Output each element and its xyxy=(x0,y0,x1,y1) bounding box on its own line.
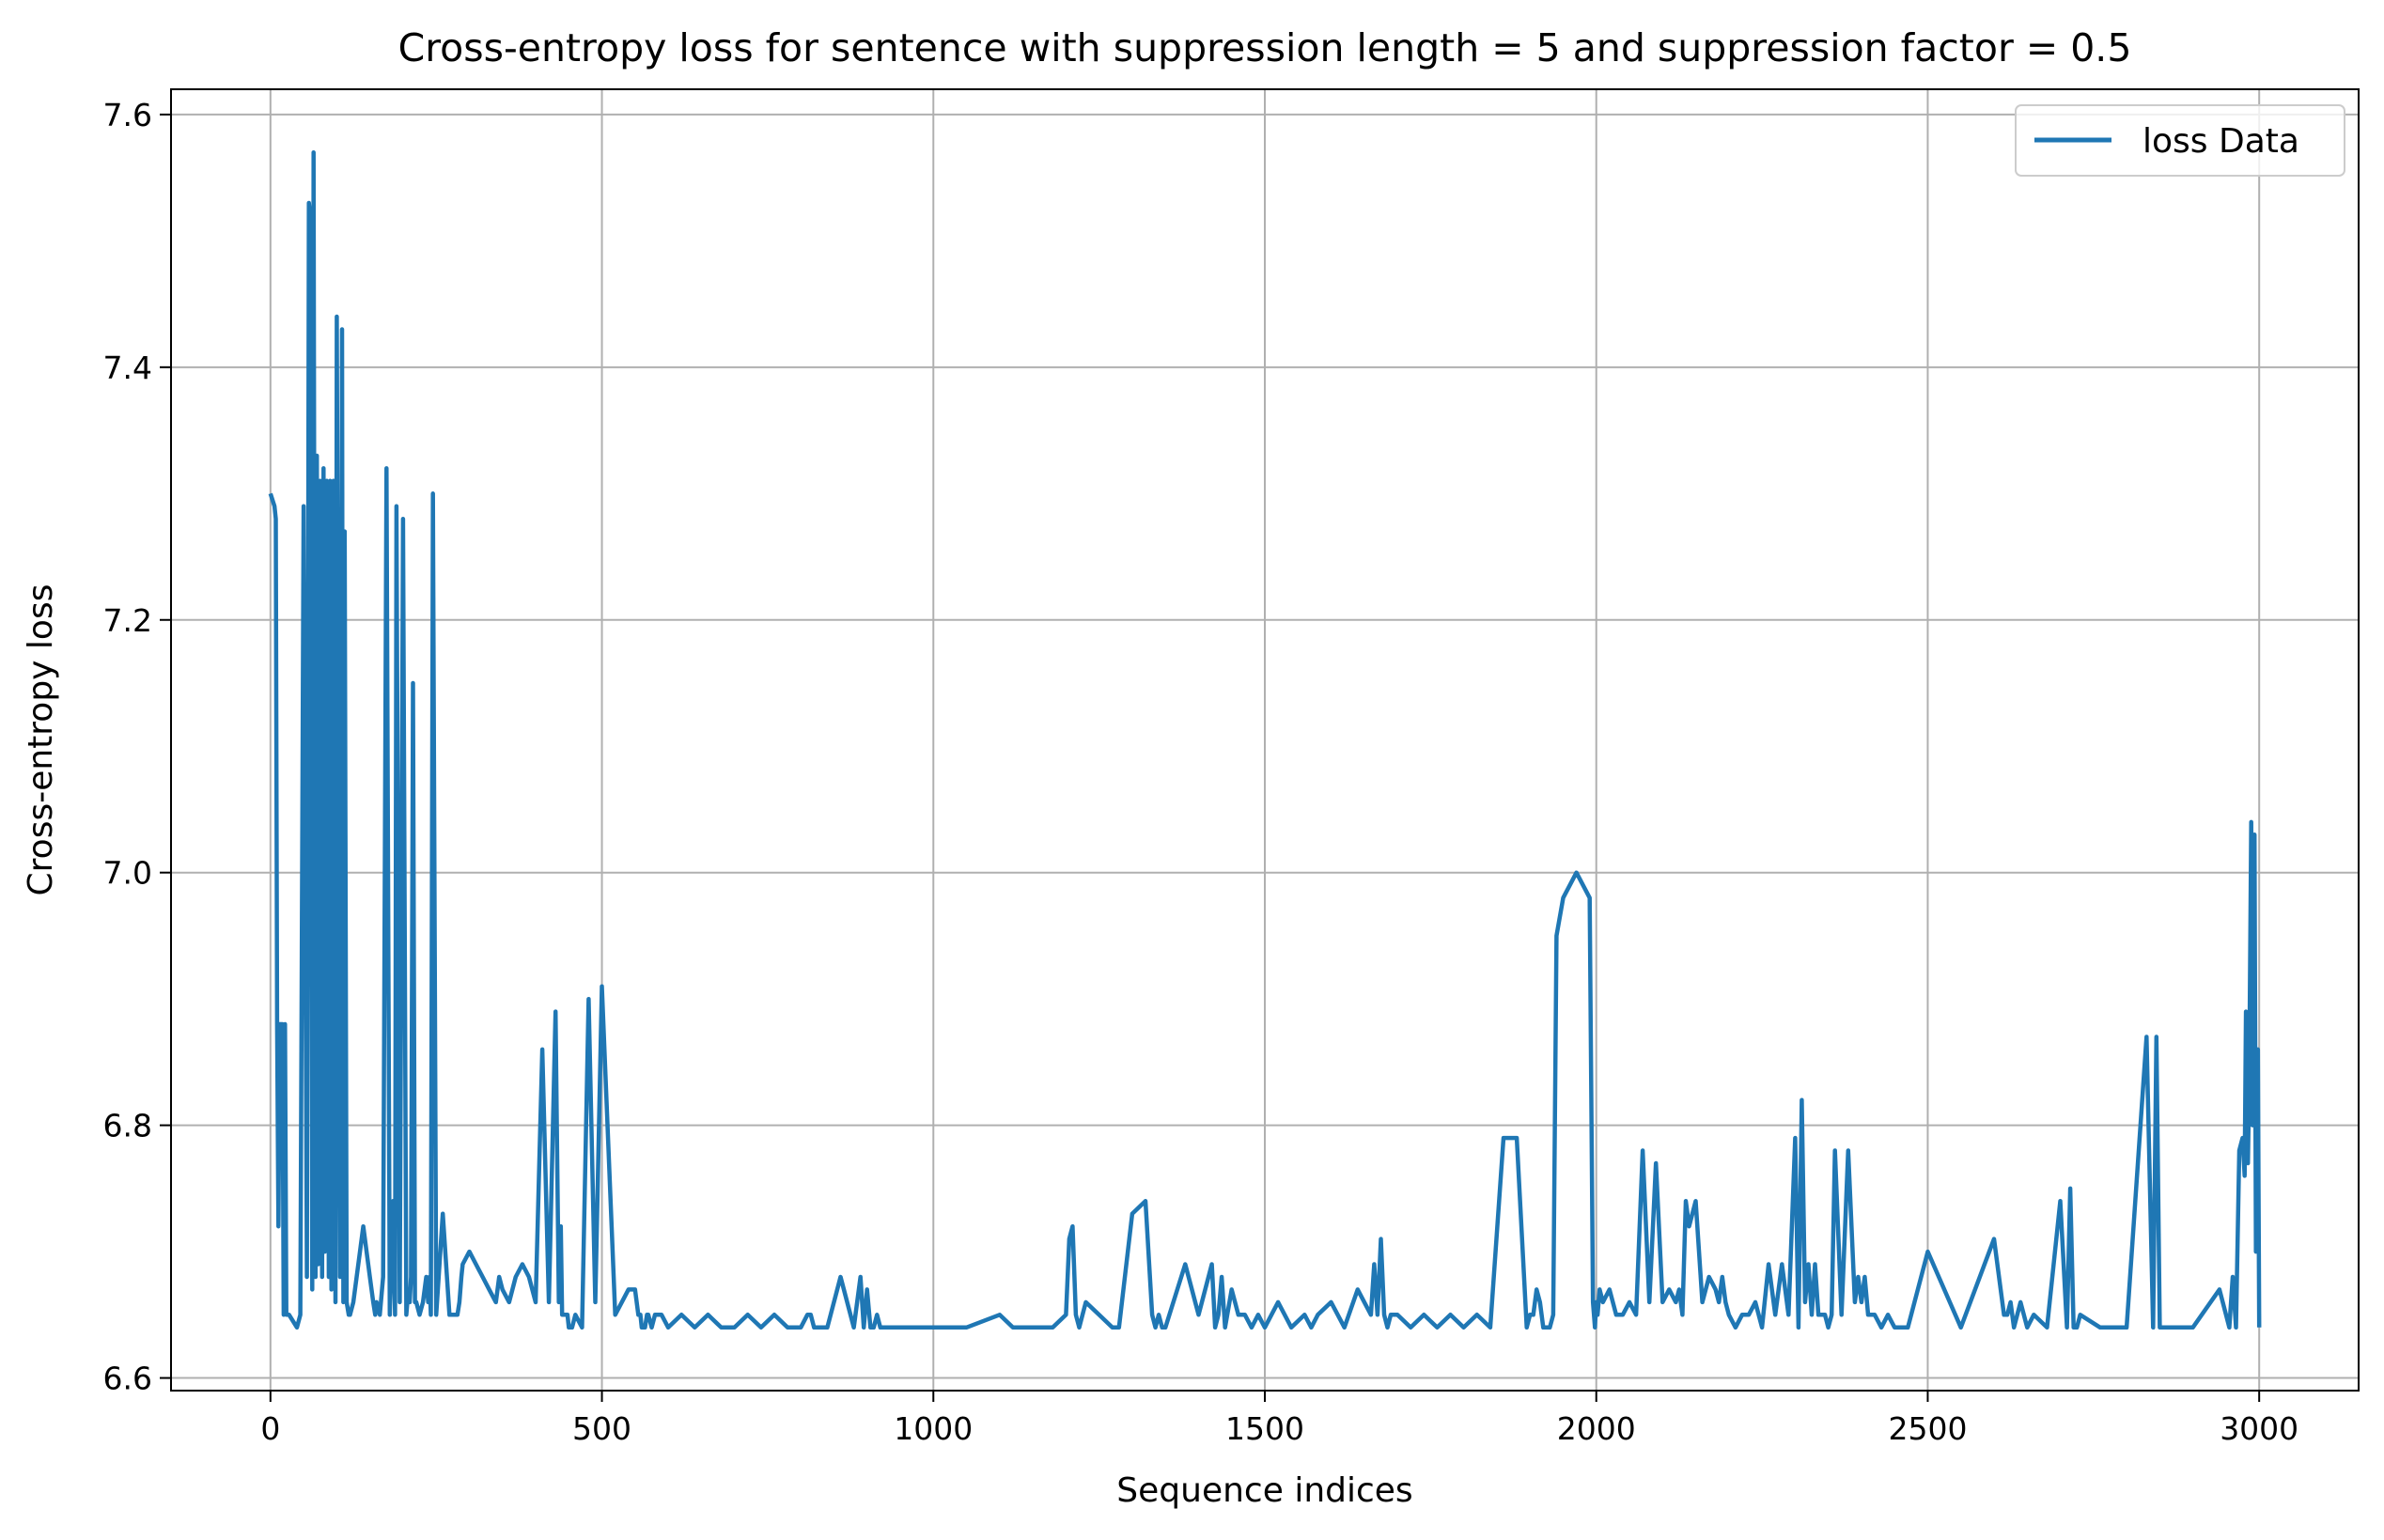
ticks: 0 500 1000 1500 2000 2500 3000 6.6 6.8 7.0 7.2 7.4 7… xyxy=(103,97,2299,1447)
y-tick-label: 7.2 xyxy=(103,602,152,639)
legend: loss Data xyxy=(2015,104,2345,177)
y-tick-label: 7.0 xyxy=(103,855,152,892)
legend-box xyxy=(2015,104,2345,177)
y-tick-label: 6.6 xyxy=(103,1361,152,1397)
x-tick-label: 2000 xyxy=(1557,1410,1636,1447)
y-tick-label: 7.4 xyxy=(103,350,152,386)
chart-title: Cross-entropy loss for sentence with sup… xyxy=(398,25,2132,70)
legend-label: loss Data xyxy=(2142,122,2299,161)
y-tick-label: 6.8 xyxy=(103,1108,152,1144)
y-axis-label: Cross-entropy loss xyxy=(22,584,60,896)
series-layer xyxy=(268,149,2262,1330)
x-tick-label: 500 xyxy=(572,1410,631,1447)
x-tick-label: 1000 xyxy=(894,1410,973,1447)
series-line xyxy=(268,149,2262,1330)
x-axis-label: Sequence indices xyxy=(1116,1471,1412,1510)
x-tick-label: 1500 xyxy=(1225,1410,1304,1447)
x-tick-label: 2500 xyxy=(1888,1410,1967,1447)
grid xyxy=(171,89,2359,1391)
y-tick-label: 7.6 xyxy=(103,97,152,133)
x-tick-label: 0 xyxy=(260,1410,280,1447)
x-tick-label: 3000 xyxy=(2220,1410,2298,1447)
